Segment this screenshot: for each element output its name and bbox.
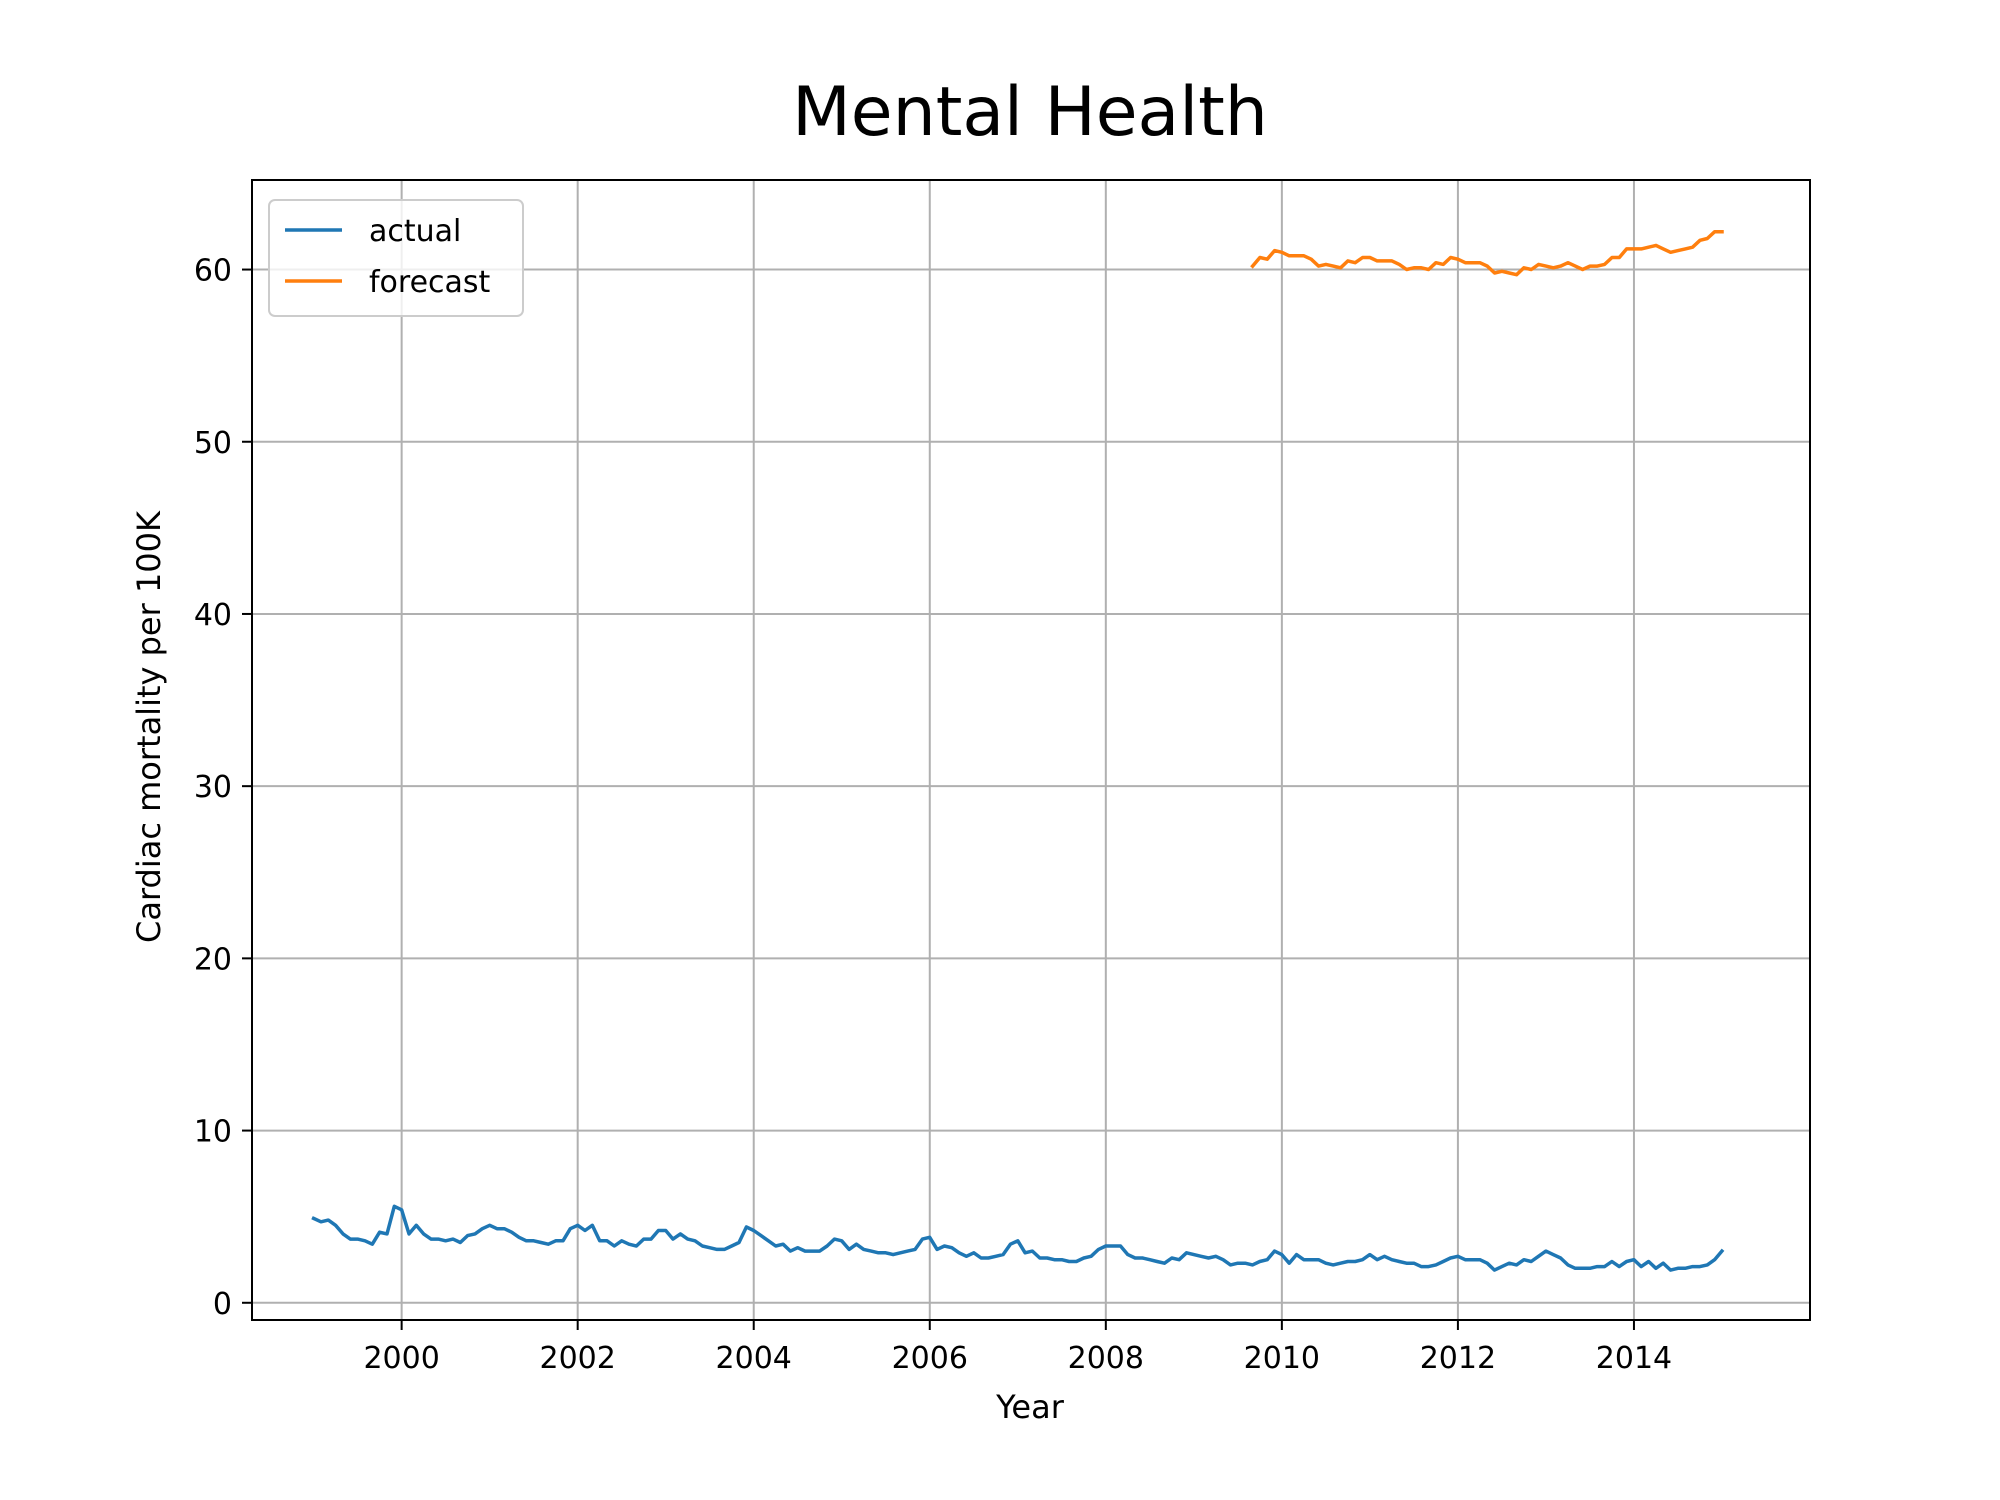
y-tick-label: 0 [213,1287,232,1322]
series-line-actual [311,1204,1725,1272]
x-tick-label: 2004 [716,1341,792,1376]
y-tick-label: 20 [194,942,232,977]
plot-area [252,180,1810,1320]
x-tick-label: 2002 [540,1341,616,1376]
y-tick-label: 40 [194,598,232,633]
x-tick-label: 2008 [1068,1341,1144,1376]
plot-frame [251,179,1811,1321]
y-tick-label: 10 [194,1115,232,1150]
x-tick-label: 2006 [892,1341,968,1376]
chart-title: Mental Health [792,73,1268,152]
y-tick-label: 30 [194,770,232,805]
legend-label-forecast: forecast [369,265,491,300]
legend: actual forecast [268,199,524,317]
x-axis: 2000 2002 2004 2006 2008 2010 2012 2014 [363,1320,1672,1376]
x-tick-label: 2010 [1244,1341,1320,1376]
x-tick-label: 2000 [363,1341,439,1376]
series-line-forecast [1250,229,1724,277]
y-axis: 0 10 20 30 40 50 60 [194,254,252,1322]
x-tick-label: 2012 [1420,1341,1496,1376]
x-axis-label: Year [995,1388,1065,1426]
y-tick-label: 50 [194,426,232,461]
y-tick-label: 60 [194,254,232,289]
legend-label-actual: actual [369,214,461,249]
x-tick-label: 2014 [1596,1341,1672,1376]
grid-lines [252,180,1810,1320]
series-lines [311,229,1725,1272]
y-axis-label: Cardiac mortality per 100K [130,510,168,943]
